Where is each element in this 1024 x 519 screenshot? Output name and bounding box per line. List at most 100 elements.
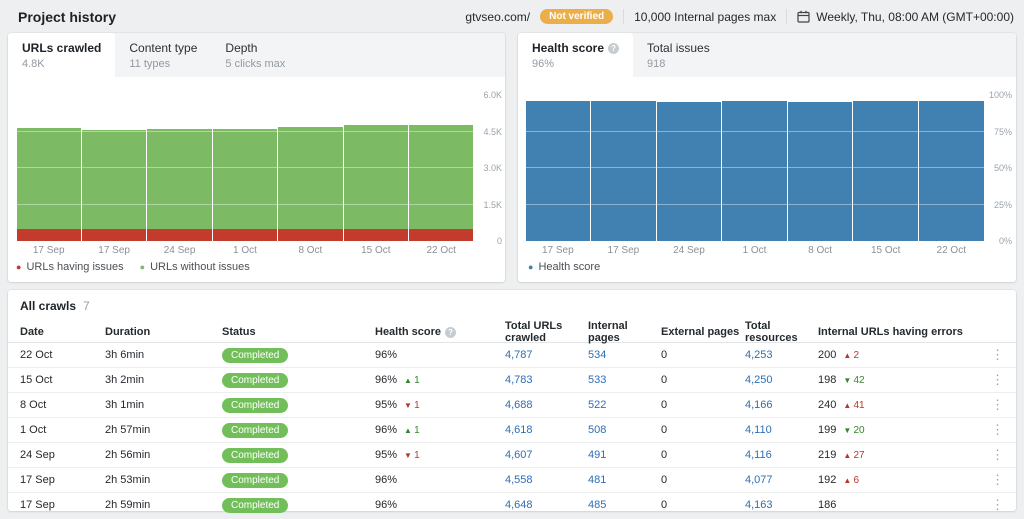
crawl-date: 24 Sep	[20, 449, 105, 461]
delta-indicator: ▼ 1	[404, 450, 420, 461]
total-urls-link[interactable]: 4,787	[505, 349, 588, 361]
bar-22-oct[interactable]	[409, 95, 474, 241]
status-badge: Completed	[222, 423, 288, 438]
tab-health-score[interactable]: Health score ? 96%	[518, 33, 633, 77]
internal-pages-link[interactable]: 522	[588, 399, 661, 411]
row-menu-button[interactable]: ⋮	[980, 475, 1004, 485]
tab-label: Health score	[532, 40, 604, 56]
internal-urls-errors: 200▲ 2	[818, 349, 980, 361]
delta-value: 20	[854, 425, 865, 436]
total-resources-link[interactable]: 4,253	[745, 349, 818, 361]
bar-15-oct[interactable]	[343, 95, 408, 241]
info-icon[interactable]: ?	[445, 327, 456, 338]
bar-17-sep[interactable]	[591, 95, 657, 241]
external-pages: 0	[661, 499, 745, 511]
column-header-status: Status	[222, 326, 375, 338]
total-urls-link[interactable]: 4,648	[505, 499, 588, 511]
arrow-up-icon: ▲	[843, 401, 853, 410]
total-urls-link[interactable]: 4,783	[505, 374, 588, 386]
bar-17-sep[interactable]	[81, 95, 146, 241]
internal-pages-link[interactable]: 485	[588, 499, 661, 511]
internal-urls-errors: 240▲ 41	[818, 399, 980, 411]
row-menu-button[interactable]: ⋮	[980, 375, 1004, 385]
delta-value: 1	[414, 375, 420, 386]
y-tick-label: 25%	[988, 200, 1012, 210]
external-pages: 0	[661, 424, 745, 436]
bar-15-oct[interactable]	[853, 95, 919, 241]
bar-segment	[278, 229, 342, 241]
x-axis: 17 Sep17 Sep24 Sep1 Oct8 Oct15 Oct22 Oct	[16, 245, 474, 256]
chart-legend: ●Health score	[528, 261, 600, 273]
crawl-duration: 2h 57min	[105, 424, 222, 436]
crawl-date: 1 Oct	[20, 424, 105, 436]
internal-pages-link[interactable]: 534	[588, 349, 661, 361]
tab-depth[interactable]: Depth 5 clicks max	[211, 33, 299, 77]
bar-17-sep[interactable]	[525, 95, 591, 241]
bar-17-sep[interactable]	[16, 95, 81, 241]
crawl-health-score: 96%	[375, 474, 505, 486]
health-value: 95%	[375, 449, 397, 461]
column-header-total-resources: Total resources	[745, 320, 818, 344]
total-urls-link[interactable]: 4,688	[505, 399, 588, 411]
delta-indicator: ▲ 1	[404, 425, 420, 436]
internal-pages-link[interactable]: 481	[588, 474, 661, 486]
row-menu-button[interactable]: ⋮	[980, 450, 1004, 460]
bar-segment	[853, 101, 918, 241]
internal-pages-link[interactable]: 508	[588, 424, 661, 436]
tab-urls-crawled[interactable]: URLs crawled 4.8K	[8, 33, 115, 77]
crawl-date: 17 Sep	[20, 474, 105, 486]
divider	[786, 9, 787, 24]
crawl-duration: 2h 53min	[105, 474, 222, 486]
tab-content-type[interactable]: Content type 11 types	[115, 33, 211, 77]
row-menu-button[interactable]: ⋮	[980, 400, 1004, 410]
total-resources-link[interactable]: 4,116	[745, 449, 818, 461]
external-pages: 0	[661, 374, 745, 386]
bar-segment	[657, 102, 722, 241]
tab-total-issues[interactable]: Total issues 918	[633, 33, 724, 77]
bar-1-oct[interactable]	[212, 95, 277, 241]
crawl-date: 17 Sep	[20, 499, 105, 511]
crawl-status: Completed	[222, 398, 375, 413]
total-urls-link[interactable]: 4,607	[505, 449, 588, 461]
bar-24-sep[interactable]	[147, 95, 212, 241]
x-tick-label: 17 Sep	[81, 245, 146, 256]
bar-segment	[82, 229, 146, 241]
total-resources-link[interactable]: 4,110	[745, 424, 818, 436]
bar-segment	[591, 101, 656, 241]
bar-segment	[82, 130, 146, 229]
crawl-duration: 3h 2min	[105, 374, 222, 386]
total-resources-link[interactable]: 4,077	[745, 474, 818, 486]
errors-value: 199	[818, 424, 836, 436]
row-menu-button[interactable]: ⋮	[980, 350, 1004, 360]
row-menu-button[interactable]: ⋮	[980, 425, 1004, 435]
bar-8-oct[interactable]	[787, 95, 853, 241]
x-tick-label: 17 Sep	[16, 245, 81, 256]
crawl-health-score: 96%	[375, 499, 505, 511]
total-urls-link[interactable]: 4,618	[505, 424, 588, 436]
x-tick-label: 22 Oct	[409, 245, 474, 256]
row-menu-button[interactable]: ⋮	[980, 500, 1004, 510]
total-urls-link[interactable]: 4,558	[505, 474, 588, 486]
total-resources-link[interactable]: 4,166	[745, 399, 818, 411]
total-resources-link[interactable]: 4,250	[745, 374, 818, 386]
project-domain[interactable]: gtvseo.com/	[465, 10, 530, 24]
page-title: Project history	[18, 9, 116, 25]
crawl-date: 15 Oct	[20, 374, 105, 386]
legend-dot: ●	[140, 263, 145, 272]
bar-24-sep[interactable]	[656, 95, 722, 241]
total-resources-link[interactable]: 4,163	[745, 499, 818, 511]
y-tick-label: 1.5K	[478, 200, 502, 210]
internal-pages-link[interactable]: 491	[588, 449, 661, 461]
bar-8-oct[interactable]	[278, 95, 343, 241]
bar-1-oct[interactable]	[722, 95, 788, 241]
info-icon[interactable]: ?	[608, 43, 619, 54]
bar-segment	[722, 101, 787, 241]
all-crawls-title: All crawls 7	[8, 292, 1016, 320]
external-pages: 0	[661, 399, 745, 411]
crawl-status: Completed	[222, 498, 375, 513]
internal-pages-link[interactable]: 533	[588, 374, 661, 386]
column-header-duration: Duration	[105, 326, 222, 338]
bar-segment	[278, 127, 342, 229]
bar-22-oct[interactable]	[918, 95, 984, 241]
crawl-health-score: 95%▼ 1	[375, 399, 505, 411]
